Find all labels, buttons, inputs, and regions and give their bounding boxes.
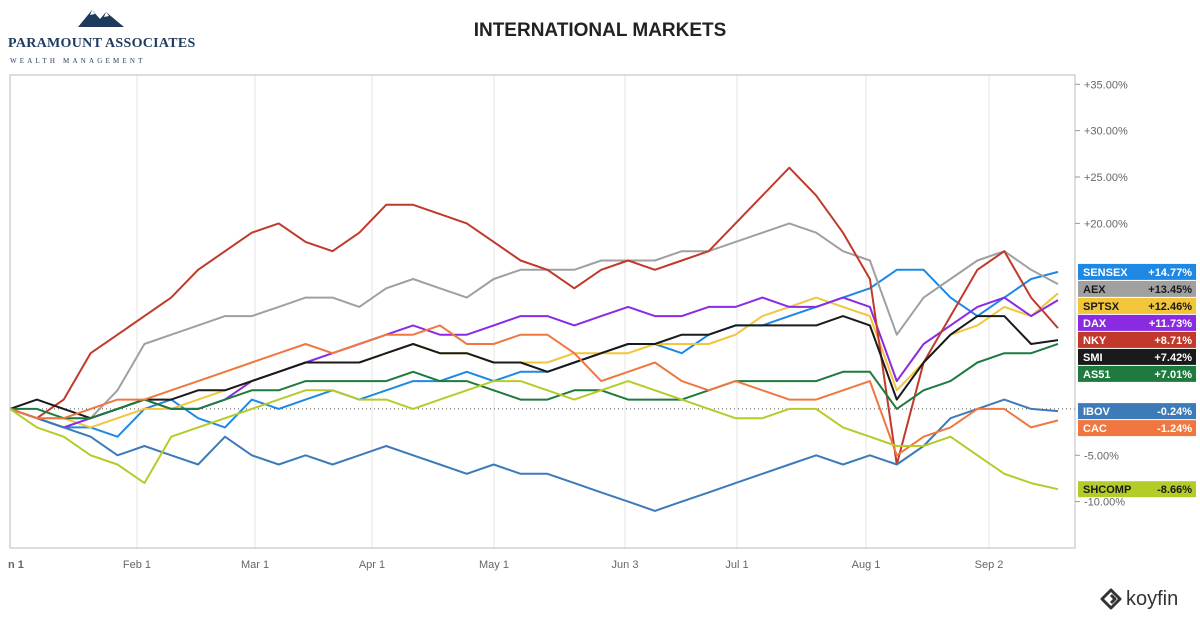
end-label-background xyxy=(1078,481,1196,498)
end-label-cac: CAC -1.24% xyxy=(1078,420,1196,437)
x-tick-label: May 1 xyxy=(479,559,509,571)
end-label-background xyxy=(1078,365,1196,382)
y-tick-label: +25.00% xyxy=(1084,172,1128,184)
y-tick-label: +20.00% xyxy=(1084,218,1128,230)
series-line-shcomp xyxy=(9,380,1059,491)
y-tick-label: +35.00% xyxy=(1084,79,1128,91)
end-label-change: +12.46% xyxy=(1148,301,1192,313)
series-line-sensex xyxy=(9,268,1059,438)
y-tick-label: +30.00% xyxy=(1084,126,1128,138)
end-label-name: IBOV xyxy=(1083,406,1111,418)
end-label-name: AEX xyxy=(1083,284,1106,296)
x-tick-label: Sep 2 xyxy=(975,559,1004,571)
end-label-as51: AS51 +7.01% xyxy=(1078,365,1196,382)
firm-logo: PARAMOUNT ASSOCIATES WEALTH MANAGEMENT xyxy=(0,0,200,70)
series-line-ibov xyxy=(9,398,1059,512)
end-label-background xyxy=(1078,314,1196,331)
x-axis-ticks: n 1 Feb 1 Mar 1 Apr 1 May 1 Jun 3 Jul 1 Aug 1 Se… xyxy=(8,559,1003,571)
end-label-change: -1.24% xyxy=(1157,423,1192,435)
chart-title: INTERNATIONAL MARKETS xyxy=(473,20,727,41)
end-label-background xyxy=(1078,280,1196,297)
end-label-change: +14.77% xyxy=(1148,267,1192,279)
end-label-background xyxy=(1078,263,1196,280)
x-tick-label: Feb 1 xyxy=(123,559,151,571)
plot-frame xyxy=(9,74,1076,549)
end-label-background xyxy=(1078,348,1196,365)
end-label-change: -0.24% xyxy=(1157,406,1192,418)
firm-tagline: WEALTH MANAGEMENT xyxy=(10,57,146,65)
end-label-change: +8.71% xyxy=(1154,335,1192,347)
koyfin-brand: koyfin xyxy=(1100,586,1178,612)
brand-name: koyfin xyxy=(1126,587,1179,610)
end-label-nky: NKY +8.71% xyxy=(1078,331,1196,348)
end-label-name: CAC xyxy=(1083,423,1107,435)
series-line-as51 xyxy=(10,342,1059,420)
series-line-aex xyxy=(9,222,1059,429)
end-label-change: +7.01% xyxy=(1154,369,1192,381)
end-label-name: AS51 xyxy=(1083,369,1111,381)
end-label-change: +11.73% xyxy=(1149,318,1192,330)
end-label-name: SMI xyxy=(1083,352,1103,364)
end-label-background xyxy=(1078,331,1196,348)
firm-name: PARAMOUNT ASSOCIATES xyxy=(8,36,196,51)
end-label-name: DAX xyxy=(1083,318,1107,330)
series-lines xyxy=(9,166,1059,512)
end-label-dax: DAX +11.73% xyxy=(1078,314,1196,331)
end-label-name: NKY xyxy=(1083,335,1107,347)
x-tick-label: n 1 xyxy=(8,559,24,571)
x-tick-label: Aug 1 xyxy=(852,559,881,571)
end-label-smi: SMI +7.42% xyxy=(1078,348,1196,365)
end-label-shcomp: SHCOMP -8.66% xyxy=(1078,481,1196,498)
end-label-background xyxy=(1078,420,1196,437)
end-label-change: -8.66% xyxy=(1157,484,1192,496)
end-label-background xyxy=(1078,403,1196,420)
mountain-logo-icon xyxy=(78,10,124,27)
series-end-labels: SENSEX +14.77% AEX +13.45% SPTSX +12.46% DAX +1… xyxy=(1078,263,1196,498)
koyfin-logo-icon xyxy=(1100,588,1122,610)
end-label-name: SPTSX xyxy=(1083,301,1120,313)
y-tick-label: -5.00% xyxy=(1084,450,1119,462)
end-label-change: +13.45% xyxy=(1148,284,1192,296)
grid-lines xyxy=(136,75,990,548)
series-line-cac xyxy=(9,324,1059,457)
end-label-sensex: SENSEX +14.77% xyxy=(1078,263,1196,280)
series-line-nky xyxy=(9,166,1059,466)
x-tick-label: Jun 3 xyxy=(612,559,639,571)
end-label-background xyxy=(1078,297,1196,314)
x-tick-label: Jul 1 xyxy=(725,559,748,571)
end-label-sptsx: SPTSX +12.46% xyxy=(1078,297,1196,314)
x-tick-label: Mar 1 xyxy=(241,559,269,571)
end-label-aex: AEX +13.45% xyxy=(1078,280,1196,297)
y-tick-label: -10.00% xyxy=(1084,497,1125,509)
series-line-sptsx xyxy=(9,292,1059,429)
end-label-name: SHCOMP xyxy=(1083,484,1131,496)
end-label-ibov: IBOV -0.24% xyxy=(1078,403,1196,420)
x-tick-label: Apr 1 xyxy=(359,559,385,571)
end-label-name: SENSEX xyxy=(1083,267,1128,279)
series-line-smi xyxy=(9,315,1059,420)
y-axis-ticks: +35.00% +30.00% +25.00% +20.00% -5.00% -10.00… xyxy=(1075,79,1128,509)
end-label-change: +7.42% xyxy=(1154,352,1192,364)
